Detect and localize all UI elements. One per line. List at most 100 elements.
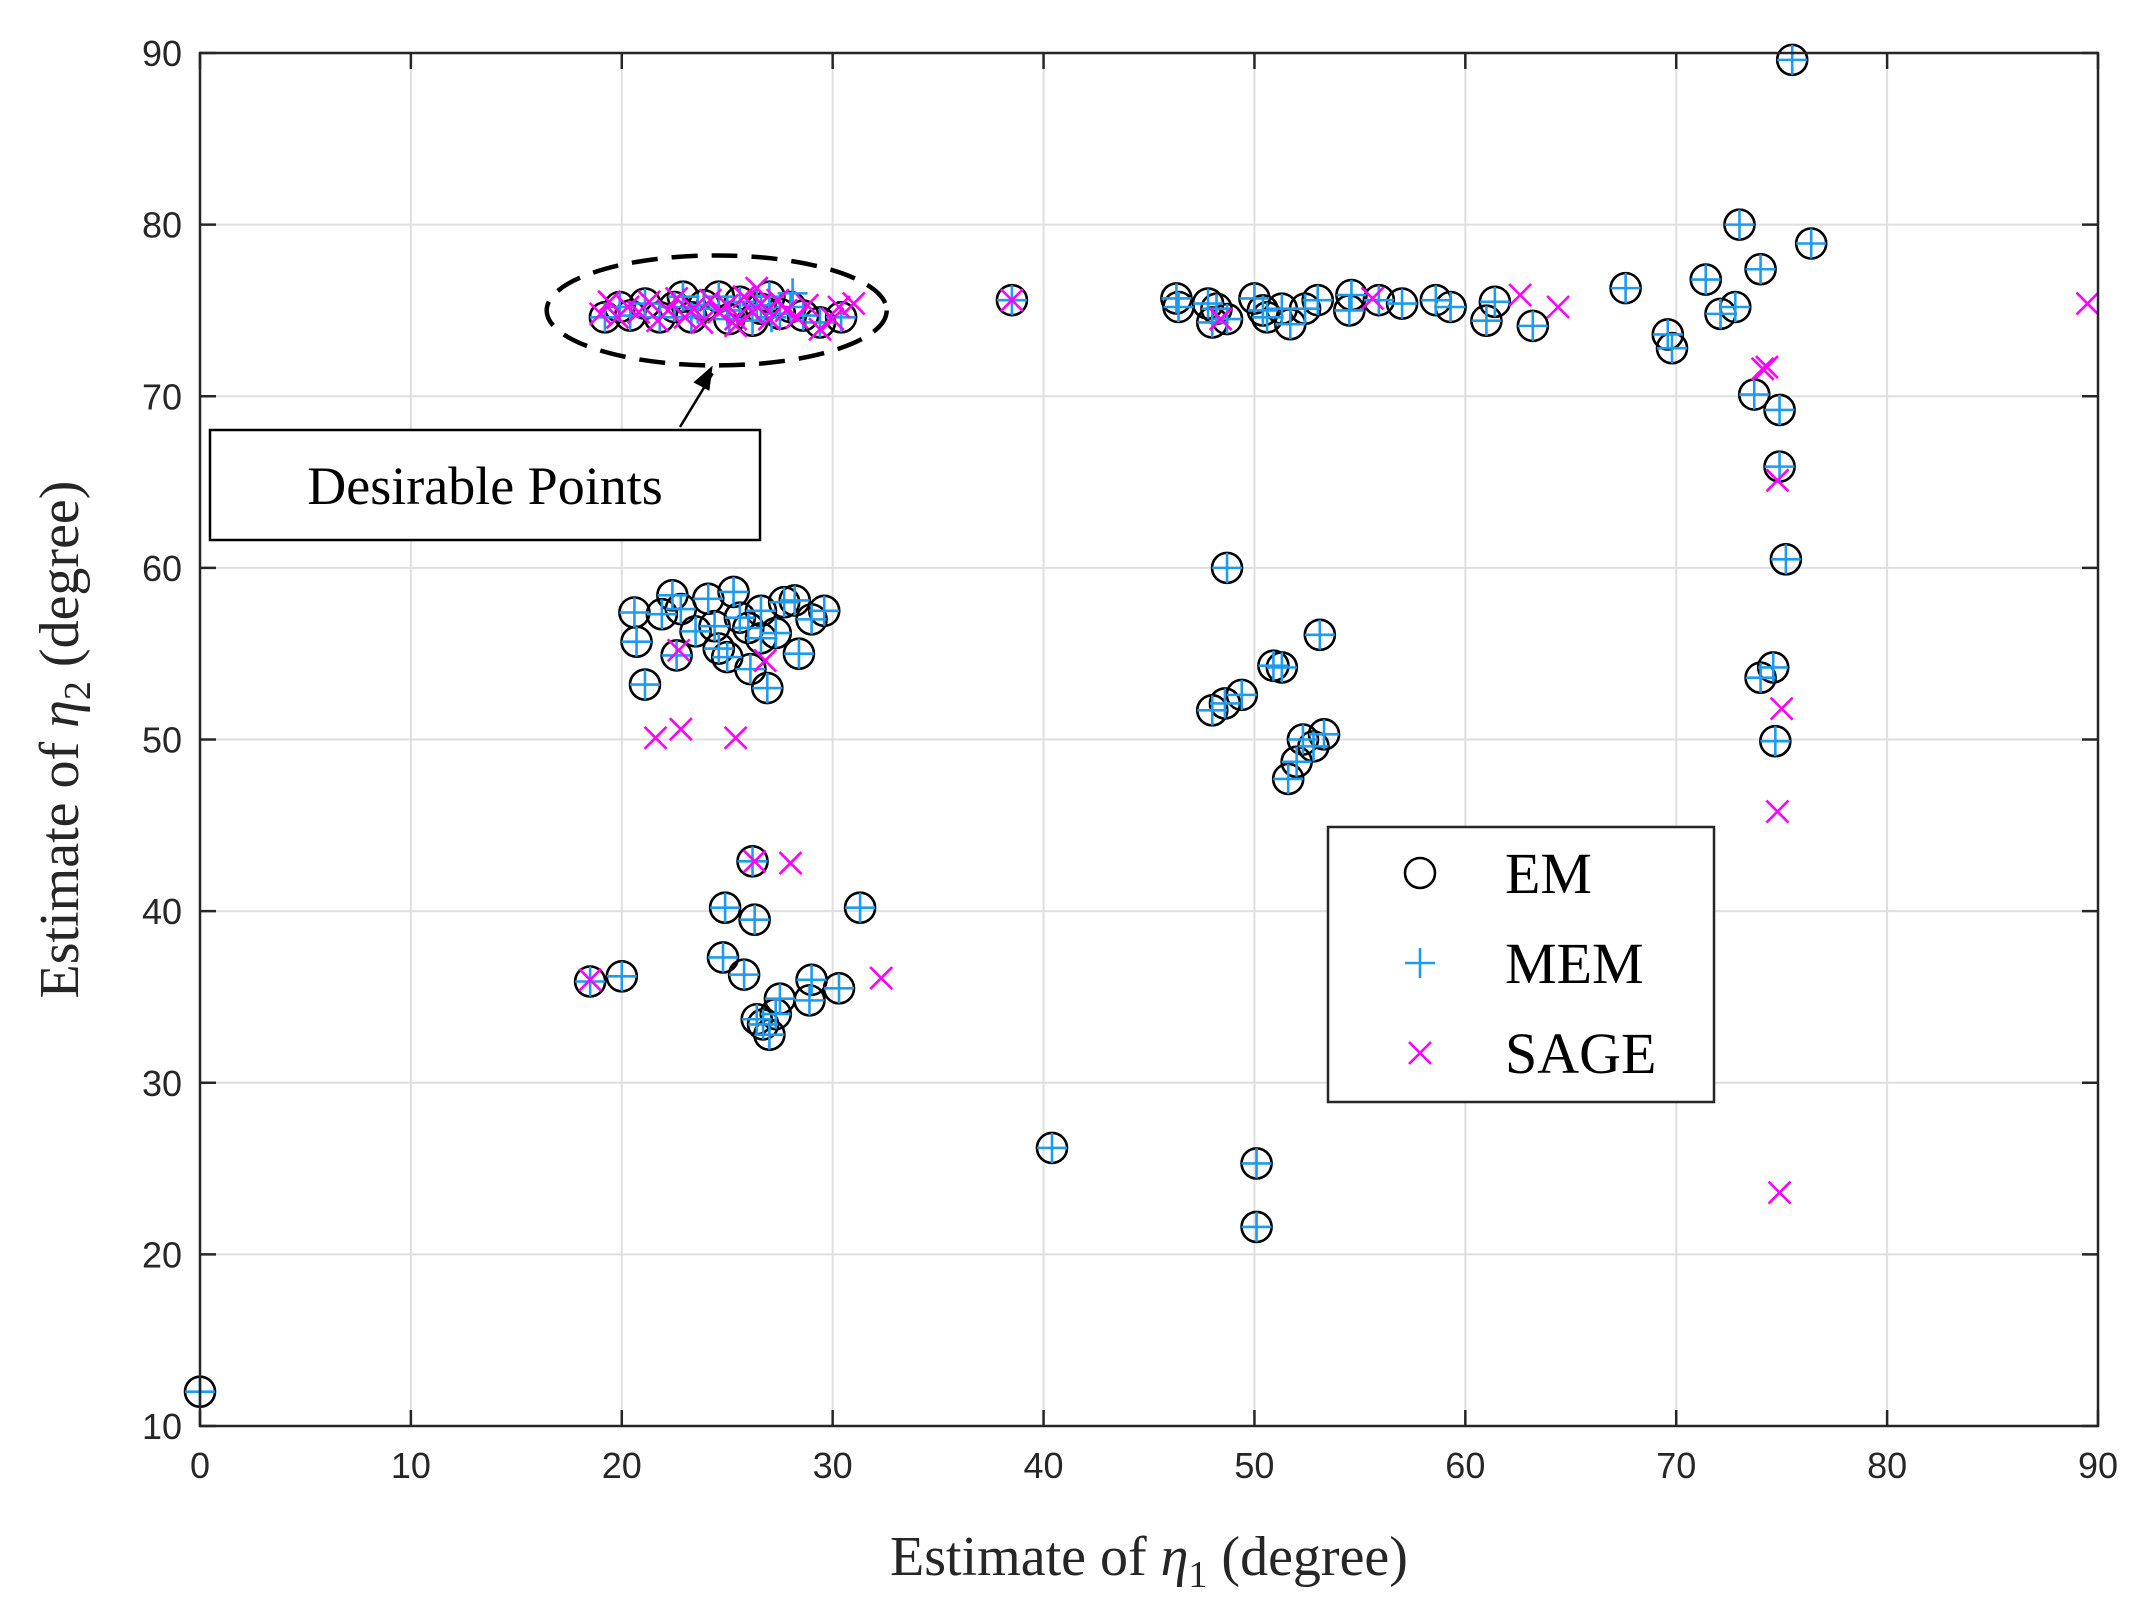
sage-marker (1754, 355, 1779, 379)
x-tick-label: 10 (391, 1445, 431, 1486)
mem-marker (739, 904, 770, 935)
sage-marker (723, 307, 748, 331)
mem-marker (1281, 746, 1312, 777)
y-tick-label: 80 (142, 205, 182, 246)
mem-marker (1739, 379, 1770, 410)
mem-marker (1201, 293, 1232, 324)
mem-marker (752, 673, 783, 704)
sage-marker (1546, 295, 1571, 319)
sage-marker (723, 313, 748, 338)
mem-marker (1420, 285, 1451, 316)
mem-marker (760, 999, 791, 1030)
sage-marker (742, 849, 767, 874)
mem-marker (1302, 285, 1333, 316)
mem-marker (1479, 286, 1510, 317)
data-markers (183, 43, 2100, 1408)
sage-marker (681, 296, 706, 321)
mem-marker-legend (1405, 948, 1435, 978)
y-tick-label: 60 (142, 548, 182, 589)
mem-marker (1209, 688, 1240, 719)
mem-marker (823, 973, 854, 1004)
mem-marker (699, 611, 730, 642)
x-tick-label: 70 (1656, 1445, 1696, 1486)
mem-marker (1275, 309, 1306, 340)
sage-marker (1765, 799, 1790, 824)
em-marker-legend (1403, 856, 1437, 890)
mem-marker (1304, 619, 1335, 650)
x-tick-label: 30 (813, 1445, 853, 1486)
y-tick-label: 90 (142, 33, 182, 74)
mem-marker (710, 892, 741, 923)
mem-marker (745, 623, 776, 654)
sage-marker (689, 310, 714, 335)
mem-marker (665, 594, 696, 625)
mem-marker (1435, 292, 1466, 323)
annotation-label: Desirable Points (307, 456, 662, 516)
mem-marker (1036, 1132, 1067, 1163)
mem-marker (794, 985, 825, 1016)
sage-marker (753, 648, 778, 673)
mem-marker (1745, 662, 1776, 693)
y-tick-label: 40 (142, 891, 182, 932)
sage-marker (744, 276, 769, 301)
mem-marker (657, 580, 688, 611)
sage-marker (869, 966, 894, 990)
legend: EM MEM SAGE (1326, 825, 1716, 1104)
sage-marker (715, 293, 740, 318)
x-tick-label: 50 (1234, 1445, 1274, 1486)
sage-marker (808, 317, 832, 342)
sage-marker (757, 307, 782, 331)
sage-marker (597, 289, 622, 314)
mem-marker (693, 583, 724, 614)
mem-marker (1197, 695, 1228, 726)
legend-entry-mem: MEM (1405, 931, 1644, 996)
mem-marker (1193, 288, 1224, 319)
mem-marker (667, 281, 698, 312)
mem-marker (1336, 279, 1367, 310)
sage-marker (795, 293, 820, 318)
mem-marker (1517, 310, 1548, 341)
mem-marker (809, 595, 840, 626)
mem-marker (1764, 394, 1795, 425)
mem-marker (1652, 319, 1683, 350)
legend-label: EM (1505, 841, 1592, 906)
mem-marker (1657, 333, 1687, 364)
x-tick-label: 20 (602, 1445, 642, 1486)
annotation-box (208, 428, 762, 542)
sage-marker (778, 851, 803, 875)
mem-marker (735, 654, 766, 685)
mem-marker (1266, 652, 1297, 683)
mem-marker (845, 892, 876, 923)
legend-entry-em: EM (1403, 841, 1592, 906)
sage-marker (1508, 283, 1533, 307)
sage-marker (668, 717, 693, 742)
mem-marker (737, 846, 768, 877)
mem-marker (1290, 293, 1321, 324)
sage-marker (698, 288, 723, 313)
x-tick-label: 0 (190, 1445, 210, 1486)
mem-marker (729, 959, 760, 990)
mem-marker (1471, 305, 1502, 336)
mem-marker (1387, 288, 1418, 319)
mem-marker (1309, 719, 1340, 750)
mem-marker (708, 942, 739, 973)
mem-marker (629, 288, 660, 319)
mem-marker (1161, 283, 1192, 314)
mem-marker (1197, 307, 1228, 338)
mem-marker (1777, 44, 1808, 75)
y-axis-label: Estimate of η2 (degree) (29, 481, 99, 999)
sage-marker-legend (1408, 1041, 1432, 1065)
mem-marker (1239, 283, 1270, 314)
mem-marker (754, 1019, 785, 1050)
sage-marker (1208, 307, 1233, 331)
legend-label: SAGE (1505, 1021, 1656, 1086)
mem-marker (1760, 726, 1791, 757)
mem-marker (621, 626, 652, 657)
mem-marker (1770, 544, 1801, 575)
mem-marker (1745, 254, 1776, 285)
mem-marker (606, 961, 637, 992)
sage-marker (637, 289, 662, 314)
mem-marker (1247, 295, 1278, 326)
y-tick-label: 20 (142, 1234, 182, 1275)
